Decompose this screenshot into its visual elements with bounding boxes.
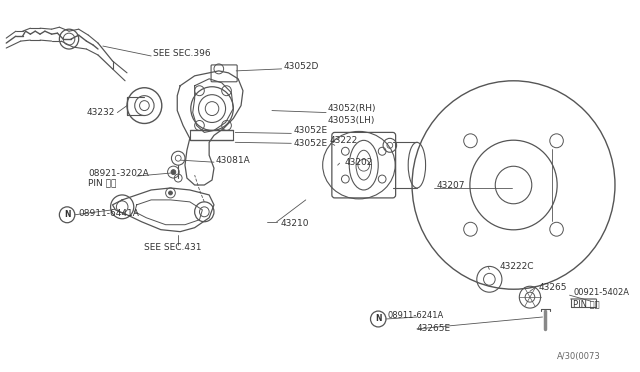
Text: 08921-3202A: 08921-3202A (88, 169, 149, 177)
Text: 43222: 43222 (330, 136, 358, 145)
Text: A/30(0073: A/30(0073 (557, 352, 600, 361)
Text: 43052(RH): 43052(RH) (328, 104, 376, 113)
Text: 43202: 43202 (344, 158, 372, 167)
Text: 43222C: 43222C (500, 262, 534, 271)
Text: 08911-6441A: 08911-6441A (79, 209, 140, 218)
Text: 00921-5402A: 00921-5402A (573, 288, 629, 297)
Text: N: N (64, 210, 70, 219)
Circle shape (171, 170, 176, 174)
Text: 08911-6241A: 08911-6241A (388, 311, 444, 320)
Text: PIN ピン: PIN ピン (573, 299, 600, 309)
Text: 43052E: 43052E (293, 139, 327, 148)
Text: 43053(LH): 43053(LH) (328, 116, 376, 125)
Text: 43081A: 43081A (216, 156, 251, 165)
Text: 43207: 43207 (436, 180, 465, 189)
Text: SEE SEC.431: SEE SEC.431 (145, 243, 202, 252)
Text: 43052E: 43052E (293, 126, 327, 135)
Text: 43265: 43265 (539, 283, 567, 292)
Text: SEE SEC.396: SEE SEC.396 (153, 49, 211, 58)
Text: 43052D: 43052D (284, 62, 319, 71)
Text: N: N (375, 314, 381, 324)
Text: 43232: 43232 (86, 108, 115, 117)
Text: 43265E: 43265E (417, 324, 451, 333)
Text: PIN ピン: PIN ピン (88, 179, 116, 187)
Circle shape (168, 191, 172, 195)
Text: 43210: 43210 (281, 219, 309, 228)
